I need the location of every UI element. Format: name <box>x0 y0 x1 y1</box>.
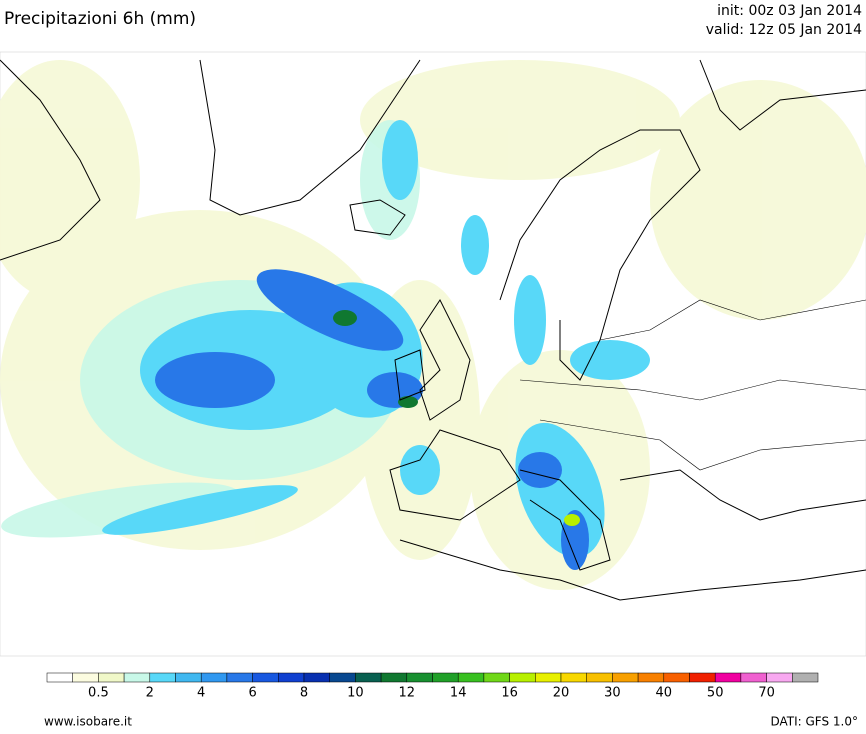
legend-label: 8 <box>300 686 308 701</box>
legend-swatch <box>792 672 819 683</box>
legend-swatch <box>560 672 587 683</box>
legend-label: 50 <box>707 686 724 701</box>
color-scale: 0.5 2 4 6 8 10 12 14 16 20 30 40 50 70 <box>46 672 819 701</box>
legend-label: 6 <box>248 686 256 701</box>
legend-swatch <box>535 672 562 683</box>
legend-swatch <box>740 672 767 683</box>
legend-swatch <box>612 672 639 683</box>
map <box>0 51 866 657</box>
legend-swatch <box>123 672 151 683</box>
legend-swatch <box>303 672 330 683</box>
legend-swatch <box>355 672 382 683</box>
legend-label: 12 <box>399 686 416 701</box>
title: Precipitazioni 6h (mm) <box>4 9 196 29</box>
init-time: init: 00z 03 Jan 2014 <box>717 3 862 19</box>
legend-swatch <box>200 672 228 683</box>
footer-source: DATI: GFS 1.0° <box>770 715 858 729</box>
legend-swatch <box>380 672 408 683</box>
legend-swatch <box>483 672 510 683</box>
legend-swatch <box>637 672 665 683</box>
legend-label: 0.5 <box>88 686 109 701</box>
legend-swatch <box>329 672 356 683</box>
legend-label: 20 <box>553 686 570 701</box>
legend-swatch <box>175 672 202 683</box>
legend-label: 14 <box>450 686 467 701</box>
legend-swatch <box>714 672 742 683</box>
legend-swatch <box>457 672 485 683</box>
legend-swatch <box>689 672 716 683</box>
legend-swatch <box>432 672 459 683</box>
legend-swatch <box>586 672 613 683</box>
legend-label: 16 <box>501 686 518 701</box>
legend-swatch <box>406 672 433 683</box>
legend-label: 2 <box>146 686 154 701</box>
legend-swatch <box>663 672 690 683</box>
legend-swatch <box>149 672 176 683</box>
legend-swatch <box>509 672 536 683</box>
footer-site: www.isobare.it <box>44 715 132 729</box>
legend-label: 4 <box>197 686 205 701</box>
legend-swatch <box>226 672 253 683</box>
valid-time: valid: 12z 05 Jan 2014 <box>706 22 862 38</box>
legend-swatch <box>98 672 125 683</box>
legend-swatch <box>252 672 279 683</box>
legend-label: 30 <box>604 686 621 701</box>
legend-label: 40 <box>656 686 673 701</box>
legend-label: 10 <box>347 686 364 701</box>
legend-swatch <box>72 672 99 683</box>
legend-swatch <box>278 672 305 683</box>
legend-swatch <box>46 672 73 683</box>
legend-swatch <box>766 672 793 683</box>
legend-label: 70 <box>758 686 775 701</box>
